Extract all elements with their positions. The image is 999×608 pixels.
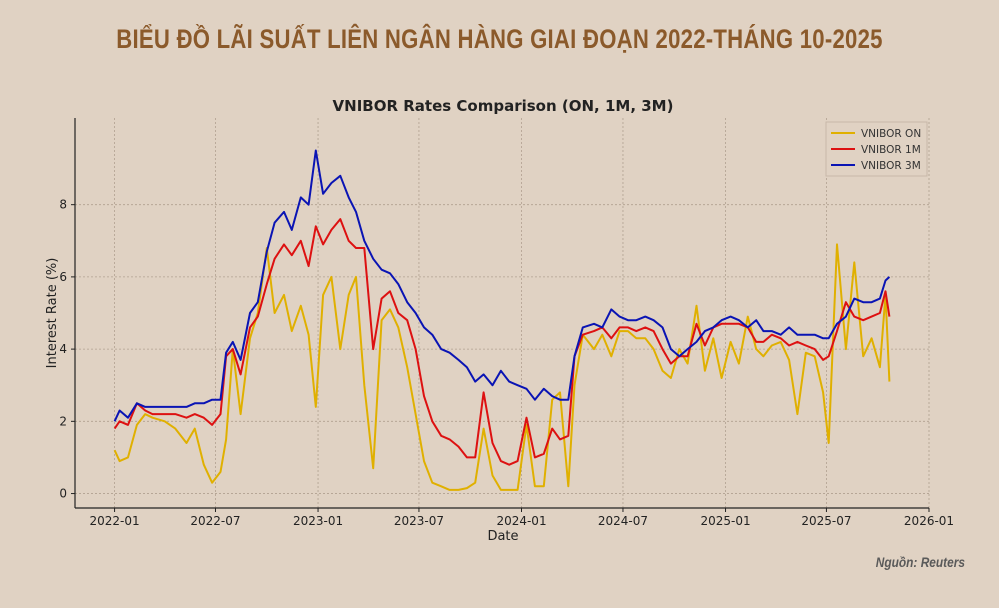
grid-lines — [75, 118, 930, 508]
legend: VNIBOR ON VNIBOR 1M VNIBOR 3M — [825, 121, 928, 177]
y-tick-label: 6 — [59, 270, 67, 284]
series-line-vnibor-1m — [113, 218, 891, 466]
legend-label: VNIBOR 3M — [861, 160, 921, 172]
series-lines — [113, 149, 891, 491]
x-tick-label: 2022-07 — [190, 514, 240, 528]
legend-label: VNIBOR ON — [861, 128, 921, 140]
x-tick-label: 2023-07 — [394, 514, 444, 528]
series-line-vnibor-on — [113, 243, 891, 491]
legend-label: VNIBOR 1M — [861, 144, 921, 156]
y-tick-label: 4 — [59, 342, 67, 356]
x-tick-label: 2025-07 — [801, 514, 851, 528]
y-axis-label: Interest Rate (%) — [45, 258, 60, 369]
series-line-vnibor-3m — [113, 149, 891, 422]
x-tick-label: 2026-01 — [904, 514, 954, 528]
x-tick-label: 2024-01 — [496, 514, 546, 528]
y-tick-label: 0 — [59, 487, 67, 501]
chart-title: VNIBOR Rates Comparison (ON, 1M, 3M) — [333, 97, 674, 115]
x-axis-label: Date — [487, 529, 518, 544]
y-tick-label: 2 — [59, 414, 67, 428]
axes: 2022-01 2022-07 2023-01 2023-07 2024-01 2024-… — [59, 118, 954, 528]
infographic-title: BIỂU ĐỒ LÃI SUẤT LIÊN NGÂN HÀNG GIAI ĐOẠ… — [116, 24, 883, 54]
x-tick-label: 2025-01 — [700, 514, 750, 528]
x-tick-label: 2022-01 — [90, 514, 140, 528]
x-tick-label: 2024-07 — [598, 514, 648, 528]
source-note: Nguồn: Reuters — [875, 554, 965, 570]
y-tick-label: 8 — [59, 198, 67, 212]
x-tick-label: 2023-01 — [293, 514, 343, 528]
